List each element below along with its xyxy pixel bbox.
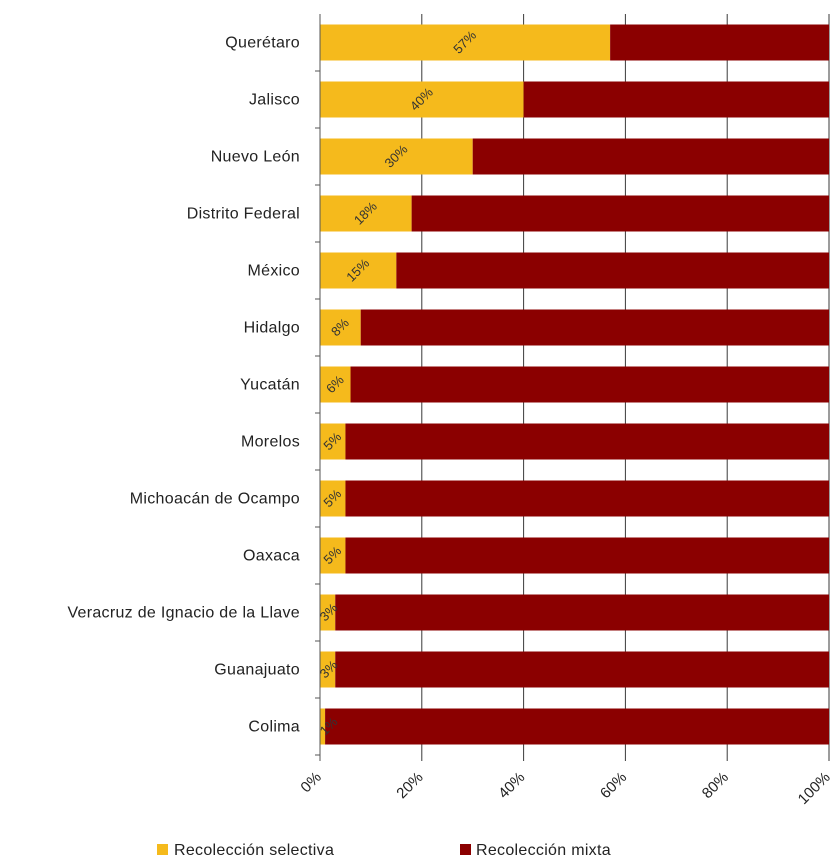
category-labels: Querétaro Jalisco Nuevo León Distrito Feder… [67,35,300,736]
category-label: Michoacán de Ocampo [130,491,300,508]
category-label: Guanajuato [214,662,300,679]
bar-selectiva [320,366,351,403]
category-label: Nuevo León [211,149,300,166]
category-label: Colima [248,719,300,736]
bar-selectiva [320,480,346,517]
bars [320,24,829,745]
bar-selectiva [320,537,346,574]
bar-mixta [345,423,829,460]
x-tick-labels: 0% 20% 40% 60% 80% 100% [297,769,833,808]
category-label: México [248,263,300,280]
x-tick-label: 80% [699,769,732,802]
bar-mixta [610,24,829,61]
category-label: Oaxaca [243,548,300,565]
bar-mixta [523,81,829,118]
category-label: Hidalgo [244,320,300,337]
bar-selectiva [320,651,336,688]
category-label: Jalisco [249,92,300,109]
category-label: Querétaro [225,35,300,52]
bar-mixta [411,195,829,232]
bar-mixta [472,138,829,175]
category-label: Distrito Federal [187,206,300,223]
bar-mixta [345,480,829,517]
bar-mixta [360,309,829,346]
legend: Recolección selectiva Recolección mixta [157,842,611,859]
bar-selectiva [320,309,361,346]
bar-mixta [335,594,829,631]
bar-mixta [350,366,829,403]
y-axis [315,14,321,761]
legend-label-selectiva: Recolección selectiva [174,842,334,859]
category-label: Yucatán [240,377,300,394]
category-label: Veracruz de Ignacio de la Llave [67,605,300,622]
x-tick-label: 100% [795,769,834,808]
bar-selectiva [320,138,473,175]
bar-selectiva [320,195,412,232]
bar-mixta [325,708,829,745]
bar-selectiva [320,81,524,118]
bar-selectiva [320,423,346,460]
bar-selectiva [320,594,336,631]
bar-mixta [396,252,829,289]
legend-label-mixta: Recolección mixta [476,842,611,859]
x-tick-label: 20% [393,769,426,802]
legend-swatch-mixta [460,844,471,855]
bar-selectiva [320,24,611,61]
legend-swatch-selectiva [157,844,168,855]
bar-mixta [345,537,829,574]
bar-selectiva [320,252,397,289]
x-tick-label: 60% [597,769,630,802]
bar-mixta [335,651,829,688]
bar-selectiva [320,708,326,745]
x-tick-label: 40% [495,769,528,802]
category-label: Morelos [241,434,300,451]
x-tick-label: 0% [297,769,324,796]
